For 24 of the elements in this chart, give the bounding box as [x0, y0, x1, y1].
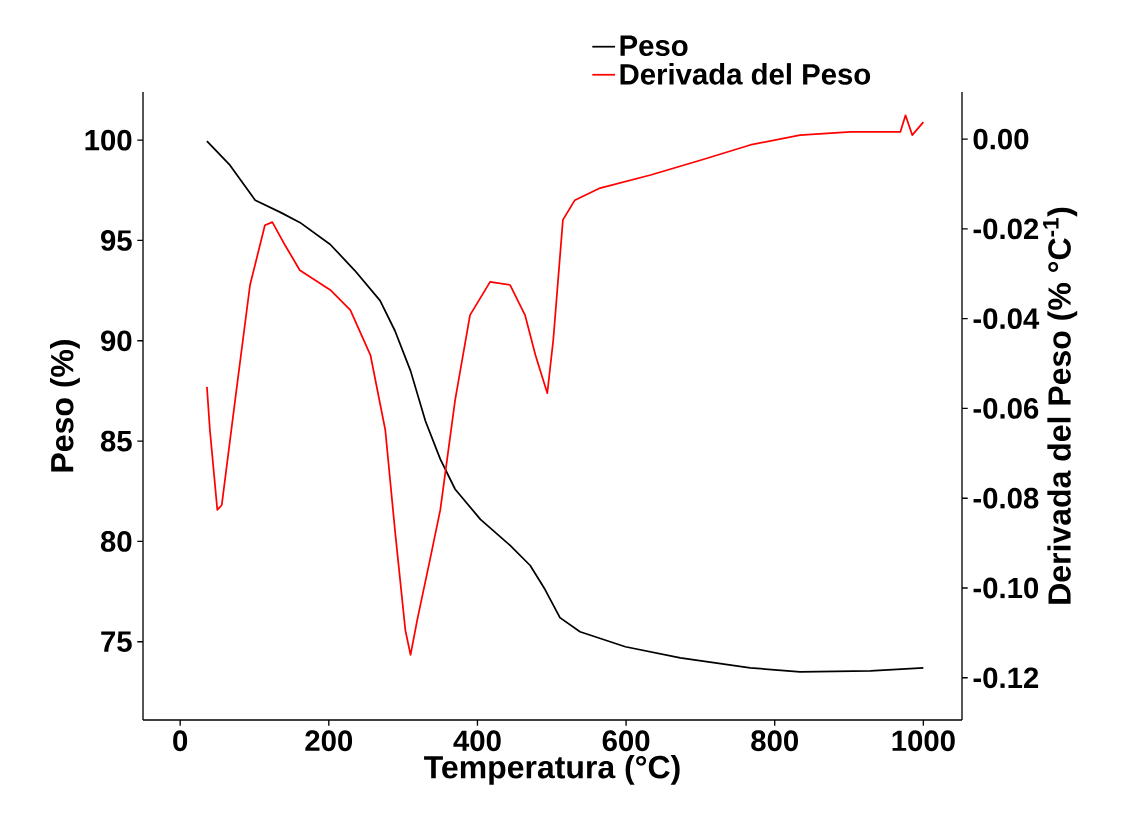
- y2-tick-label: -0.12: [973, 667, 1039, 689]
- x-axis-title: Temperatura (°C): [424, 754, 680, 785]
- legend-label: Derivada del Peso: [620, 63, 871, 85]
- y2-tick-label: -0.06: [973, 398, 1039, 419]
- y2-tick-label: -0.08: [973, 487, 1039, 509]
- y-tick-label: 80: [100, 531, 132, 552]
- y-tick-label: 75: [101, 631, 132, 652]
- x-tick-label: 0: [173, 730, 188, 752]
- x-tick-label: 200: [305, 730, 353, 752]
- y2-tick-label: 0.00: [973, 128, 1029, 150]
- x-tick-label: 600: [602, 730, 650, 752]
- x-tick-label: 1000: [892, 730, 955, 752]
- y-tick-label: 85: [100, 430, 132, 452]
- y-axis-title: Peso (%): [50, 340, 80, 472]
- y2-tick-label: -0.10: [973, 577, 1039, 599]
- y-tick-label: 100: [85, 129, 132, 151]
- y-tick-label: 95: [101, 230, 132, 251]
- x-tick-label: 400: [453, 730, 501, 752]
- legend-label: Peso: [620, 35, 688, 57]
- y2-axis-title: Derivada del Peso (% °C$^{-1}$): [1043, 207, 1078, 604]
- y2-tick-label: -0.04: [973, 308, 1040, 330]
- y-tick-label: 90: [101, 330, 132, 352]
- y2-tick-label: -0.02: [973, 218, 1039, 240]
- x-tick-label: 800: [751, 730, 798, 752]
